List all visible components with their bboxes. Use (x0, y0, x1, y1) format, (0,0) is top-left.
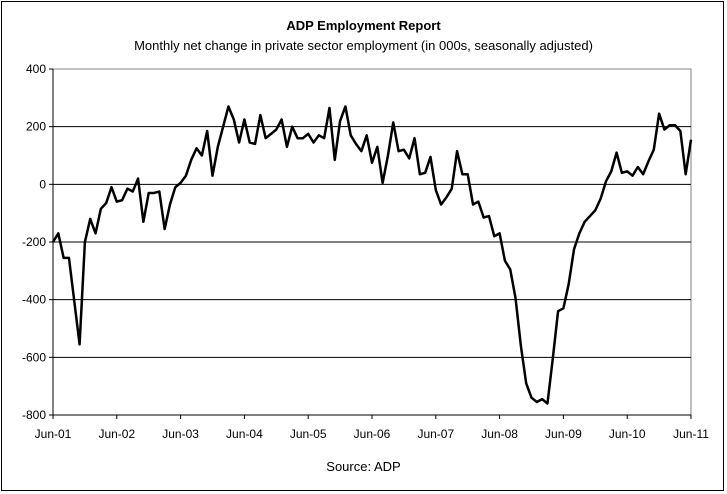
x-tick-label: Jun-10 (609, 427, 646, 441)
x-tick-label: Jun-04 (226, 427, 263, 441)
x-tick-label: Jun-07 (417, 427, 454, 441)
x-tick-label: Jun-01 (35, 427, 72, 441)
chart-subtitle: Monthly net change in private sector emp… (134, 38, 593, 53)
x-tick-label: Jun-11 (673, 427, 709, 441)
x-tick-label: Jun-08 (481, 427, 518, 441)
y-tick-label: 400 (26, 62, 46, 76)
x-tick-label: Jun-02 (98, 427, 135, 441)
chart-source: Source: ADP (326, 459, 401, 474)
x-tick-label: Jun-06 (354, 427, 391, 441)
x-tick-label: Jun-09 (545, 427, 582, 441)
y-tick-label: -400 (22, 293, 46, 307)
y-tick-label: 0 (39, 177, 46, 191)
series-line (51, 105, 693, 405)
x-tick-label: Jun-03 (162, 427, 199, 441)
x-tick-label: Jun-05 (290, 427, 327, 441)
y-tick-label: -200 (22, 235, 46, 249)
y-tick-label: -600 (22, 350, 46, 364)
chart-title: ADP Employment Report (286, 18, 441, 33)
y-tick-label: 200 (26, 120, 46, 134)
y-tick-label: -800 (22, 408, 46, 422)
